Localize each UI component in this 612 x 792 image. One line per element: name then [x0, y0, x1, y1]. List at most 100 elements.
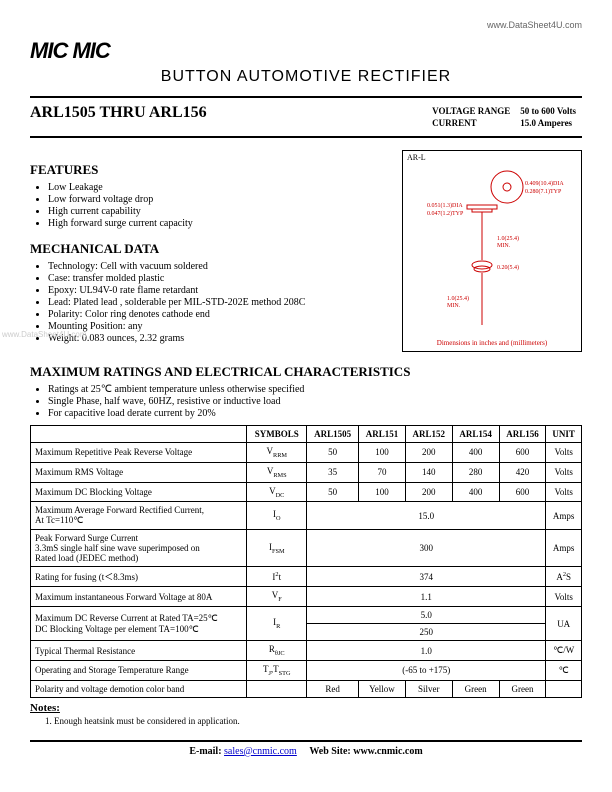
- table-cell: Amps: [546, 530, 582, 567]
- table-cell: 420: [499, 462, 546, 482]
- list-item: Polarity: Color ring denotes cathode end: [48, 309, 390, 320]
- table-cell: 400: [452, 443, 499, 463]
- table-cell: [247, 680, 307, 697]
- table-header: ARL154: [452, 426, 499, 443]
- brand-logo: MIC MIC: [30, 38, 110, 63]
- table-cell: TJ,TSTG: [247, 660, 307, 680]
- table-cell: Silver: [405, 680, 452, 697]
- footer-email-link[interactable]: sales@cnmic.com: [224, 746, 297, 757]
- source-url: www.DataSheet4U.com: [30, 20, 582, 30]
- ratings-table: SYMBOLSARL1505ARL151ARL152ARL154ARL156UN…: [30, 425, 582, 698]
- table-cell: 200: [405, 482, 452, 502]
- table-cell: VDC: [247, 482, 307, 502]
- table-cell: Volts: [546, 443, 582, 463]
- list-item: For capacitive load derate current by 20…: [48, 408, 582, 419]
- table-cell: 100: [359, 482, 406, 502]
- table-header: ARL152: [405, 426, 452, 443]
- list-item: Lead: Plated lead , solderable per MIL-S…: [48, 297, 390, 308]
- table-cell: 374: [307, 567, 546, 587]
- table-cell: Peak Forward Surge Current3.3mS single h…: [31, 530, 247, 567]
- table-cell: Amps: [546, 502, 582, 530]
- features-list: Low LeakageLow forward voltage drop High …: [48, 182, 390, 229]
- svg-text:0.409(10.4)DIA: 0.409(10.4)DIA: [525, 180, 564, 187]
- table-cell: 50: [307, 443, 359, 463]
- table-cell: 200: [405, 443, 452, 463]
- table-cell: Maximum Repetitive Peak Reverse Voltage: [31, 443, 247, 463]
- part-number-range: ARL1505 THRU ARL156: [30, 104, 207, 130]
- table-cell: Rating for fusing (t＜8.3ms): [31, 567, 247, 587]
- footer-site-link[interactable]: www.cnmic.com: [353, 746, 422, 757]
- header-box: ARL1505 THRU ARL156 VOLTAGE RANGE 50 to …: [30, 96, 582, 138]
- maxratings-heading: MAXIMUM RATINGS AND ELECTRICAL CHARACTER…: [30, 364, 582, 380]
- table-cell: Maximum DC Blocking Voltage: [31, 482, 247, 502]
- table-header: ARL1505: [307, 426, 359, 443]
- list-item: High forward surge current capacity: [48, 218, 390, 229]
- table-cell: 280: [452, 462, 499, 482]
- list-item: Enough heatsink must be considered in ap…: [54, 716, 582, 726]
- table-cell: Volts: [546, 482, 582, 502]
- page-footer: E-mail: sales@cnmic.com Web Site: www.cn…: [30, 740, 582, 757]
- list-item: Weight: 0.083 ounces, 2.32 grams: [48, 333, 390, 344]
- table-cell: 100: [359, 443, 406, 463]
- logo-row: MIC MIC: [30, 38, 582, 64]
- voltage-range-label: VOLTAGE RANGE: [428, 106, 514, 116]
- table-cell: IO: [247, 502, 307, 530]
- table-cell: VRMS: [247, 462, 307, 482]
- table-cell: Maximum DC Reverse Current at Rated TA=2…: [31, 607, 247, 641]
- svg-text:1.0(25.4): 1.0(25.4): [447, 295, 469, 302]
- voltage-range-value: 50 to 600 Volts: [516, 106, 580, 116]
- list-item: Mounting Position: any: [48, 321, 390, 332]
- package-drawing: AR-L 0.409(10.4)DIA 0.280(7.1)TYP 0.051(…: [402, 150, 582, 352]
- table-cell: 70: [359, 462, 406, 482]
- package-label: AR-L: [407, 153, 426, 162]
- table-cell: Red: [307, 680, 359, 697]
- table-cell: Operating and Storage Temperature Range: [31, 660, 247, 680]
- svg-text:MIN.: MIN.: [497, 243, 511, 249]
- maxratings-conditions: Ratings at 25℃ ambient temperature unles…: [48, 384, 582, 419]
- side-watermark: www.DataSheet4U.com: [2, 330, 86, 339]
- list-item: Low Leakage: [48, 182, 390, 193]
- table-cell: 300: [307, 530, 546, 567]
- notes-heading: Notes:: [30, 702, 582, 714]
- table-cell: 600: [499, 482, 546, 502]
- mechdata-heading: MECHANICAL DATA: [30, 241, 390, 257]
- table-cell: IR: [247, 607, 307, 641]
- svg-text:0.047(1.2)TYP: 0.047(1.2)TYP: [427, 210, 464, 217]
- list-item: Epoxy: UL94V-0 rate flame retardant: [48, 285, 390, 296]
- table-cell: UA: [546, 607, 582, 641]
- table-header: UNIT: [546, 426, 582, 443]
- svg-text:0.051(1.3)DIA: 0.051(1.3)DIA: [427, 202, 463, 209]
- list-item: Single Phase, half wave, 60HZ, resistive…: [48, 396, 582, 407]
- table-cell: A2S: [546, 567, 582, 587]
- svg-text:MIN.: MIN.: [447, 303, 461, 309]
- table-cell: VRRM: [247, 443, 307, 463]
- table-cell: IFSM: [247, 530, 307, 567]
- table-cell: Maximum Average Forward Rectified Curren…: [31, 502, 247, 530]
- table-cell: 1.0: [307, 641, 546, 661]
- table-header: SYMBOLS: [247, 426, 307, 443]
- svg-text:0.280(7.1)TYP: 0.280(7.1)TYP: [525, 188, 562, 195]
- package-outline-icon: 0.409(10.4)DIA 0.280(7.1)TYP 0.051(1.3)D…: [417, 165, 567, 335]
- document-title: BUTTON AUTOMOTIVE RECTIFIER: [30, 68, 582, 86]
- table-cell: ℃/W: [546, 641, 582, 661]
- list-item: Low forward voltage drop: [48, 194, 390, 205]
- notes-list: Enough heatsink must be considered in ap…: [54, 716, 582, 726]
- table-cell: Yellow: [359, 680, 406, 697]
- table-cell: 600: [499, 443, 546, 463]
- table-cell: RθJC: [247, 641, 307, 661]
- table-cell: ℃: [546, 660, 582, 680]
- table-cell: 15.0: [307, 502, 546, 530]
- table-cell: 5.0: [307, 607, 546, 624]
- table-cell: 400: [452, 482, 499, 502]
- table-cell: Typical Thermal Resistance: [31, 641, 247, 661]
- table-cell: [546, 680, 582, 697]
- features-heading: FEATURES: [30, 162, 390, 178]
- svg-text:1.0(25.4): 1.0(25.4): [497, 235, 519, 242]
- table-cell: (-65 to +175): [307, 660, 546, 680]
- table-cell: Maximum RMS Voltage: [31, 462, 247, 482]
- table-cell: Green: [452, 680, 499, 697]
- table-header: [31, 426, 247, 443]
- footer-site-label: Web Site:: [309, 746, 350, 757]
- table-cell: 140: [405, 462, 452, 482]
- table-header: ARL156: [499, 426, 546, 443]
